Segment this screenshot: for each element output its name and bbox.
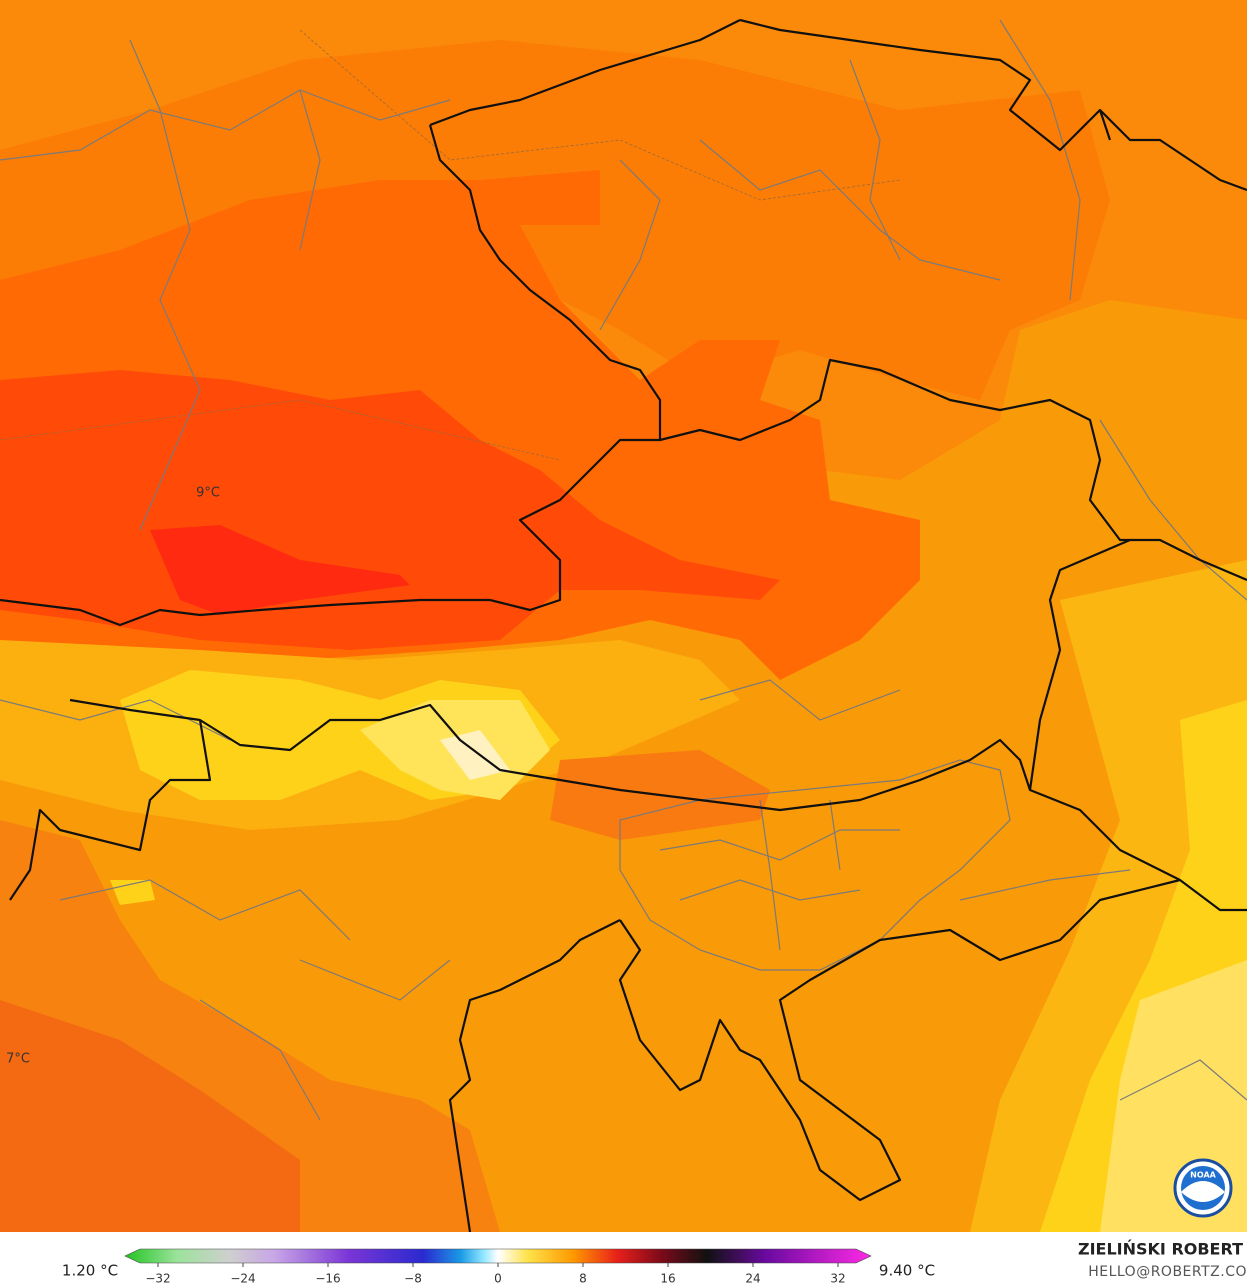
country-borders: [0, 18, 1247, 1233]
author: ZIELIŃSKI ROBERT: [1078, 1240, 1243, 1259]
map-labels: 9°C 7°C: [6, 486, 220, 1067]
colorbar-tick-label: −24: [230, 1272, 255, 1286]
min-value: 1.20 °C: [62, 1262, 118, 1280]
colorbar-tick-label: −16: [315, 1272, 340, 1286]
colorbar-tick-label: −8: [404, 1272, 422, 1286]
colorbar-tick-label: 8: [579, 1272, 587, 1286]
max-value: 9.40 °C: [879, 1262, 935, 1280]
noaa-logo: NOAA: [1173, 1158, 1233, 1218]
region-borders: [0, 19, 1247, 1121]
colorbar: 1.20 °C 9.40 °C −32 −24 −16 −8 0 8 16 24 32: [62, 1248, 935, 1286]
colorbar-tick-label: 24: [745, 1272, 760, 1286]
temperature-field: [0, 0, 1247, 1232]
colorbar-tick-label: 32: [830, 1272, 845, 1286]
colorbar-tick-label: 0: [494, 1272, 502, 1286]
email: HELLO@ROBERTZ.CO: [1088, 1264, 1247, 1280]
colorbar-tick-label: −32: [145, 1272, 170, 1286]
logo-text: NOAA: [1190, 1171, 1216, 1180]
isotherm-label: 9°C: [196, 486, 220, 501]
colorbar-tick-label: 16: [660, 1272, 675, 1286]
isotherm-label: 7°C: [6, 1052, 30, 1067]
